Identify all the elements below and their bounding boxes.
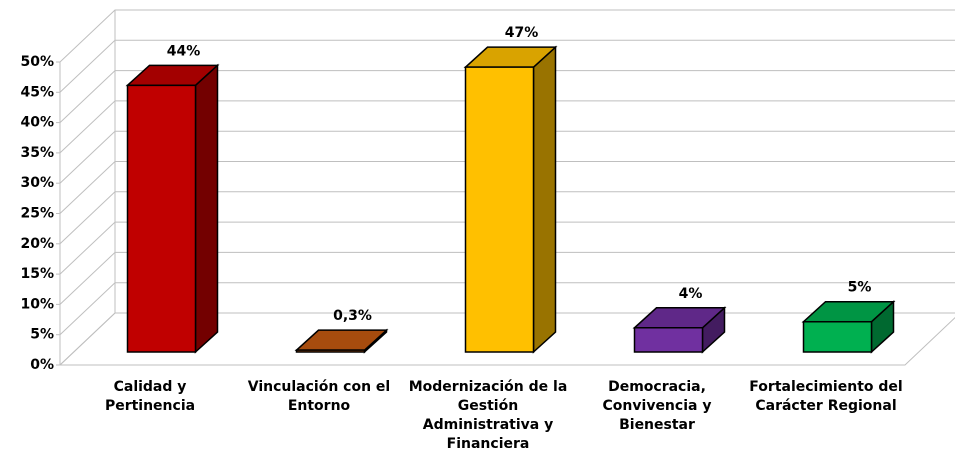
grid-line [59,39,955,93]
y-tick-label: 5% [30,327,54,343]
bar [801,300,896,354]
grid-line [59,70,955,123]
x-tick-label: Modernización de la Gestión Administrati… [408,379,568,452]
y-tick-label: 45% [20,84,54,100]
y-tick-label: 15% [20,266,54,282]
bar-front [633,327,704,353]
bar-front [464,66,535,353]
bar-side-shade [533,47,556,353]
bar-side-shade [871,301,894,352]
bar [463,45,558,354]
grid-line [59,251,955,305]
grid-line [59,9,955,63]
bar [125,63,220,354]
y-tick-label: 30% [20,175,54,191]
bar-top-shade [465,47,556,68]
y-tick-label: 50% [20,54,54,70]
bar-top-shade [296,330,387,351]
data-label: 5% [848,280,872,296]
bar [294,328,389,354]
x-tick-label: Calidad y Pertinencia [104,379,196,414]
grid-line [59,282,955,336]
data-label: 0,3% [333,308,372,324]
bar-top-shade [803,301,894,322]
bar [632,306,727,354]
y-tick-label: 0% [30,357,54,373]
bar-front [802,320,873,353]
x-tick-label: Vinculación con el Entorno [247,379,391,414]
grid-line [59,100,955,154]
bar-side-shade [195,65,218,353]
grid-line [59,221,955,275]
grid-line [59,130,955,184]
bar-front [295,349,366,353]
y-tick-label: 10% [20,296,54,312]
data-label: 44% [167,43,201,59]
grid-line [59,191,955,245]
grid-line [59,161,955,214]
x-tick-label: Democracia, Convivencia y Bienestar [602,379,712,433]
data-label: 47% [505,25,539,41]
y-tick-label: 20% [20,236,54,252]
x-tick-label: Fortalecimiento del Carácter Regional [749,379,903,414]
bar-top-shade [127,65,218,86]
data-label: 4% [679,286,703,302]
y-tick-label: 40% [20,115,54,131]
bar-front [126,84,197,353]
bar-top-shade [634,307,725,328]
bar-side-shade [702,307,725,352]
y-tick-label: 35% [20,145,54,161]
y-tick-label: 25% [20,206,54,222]
